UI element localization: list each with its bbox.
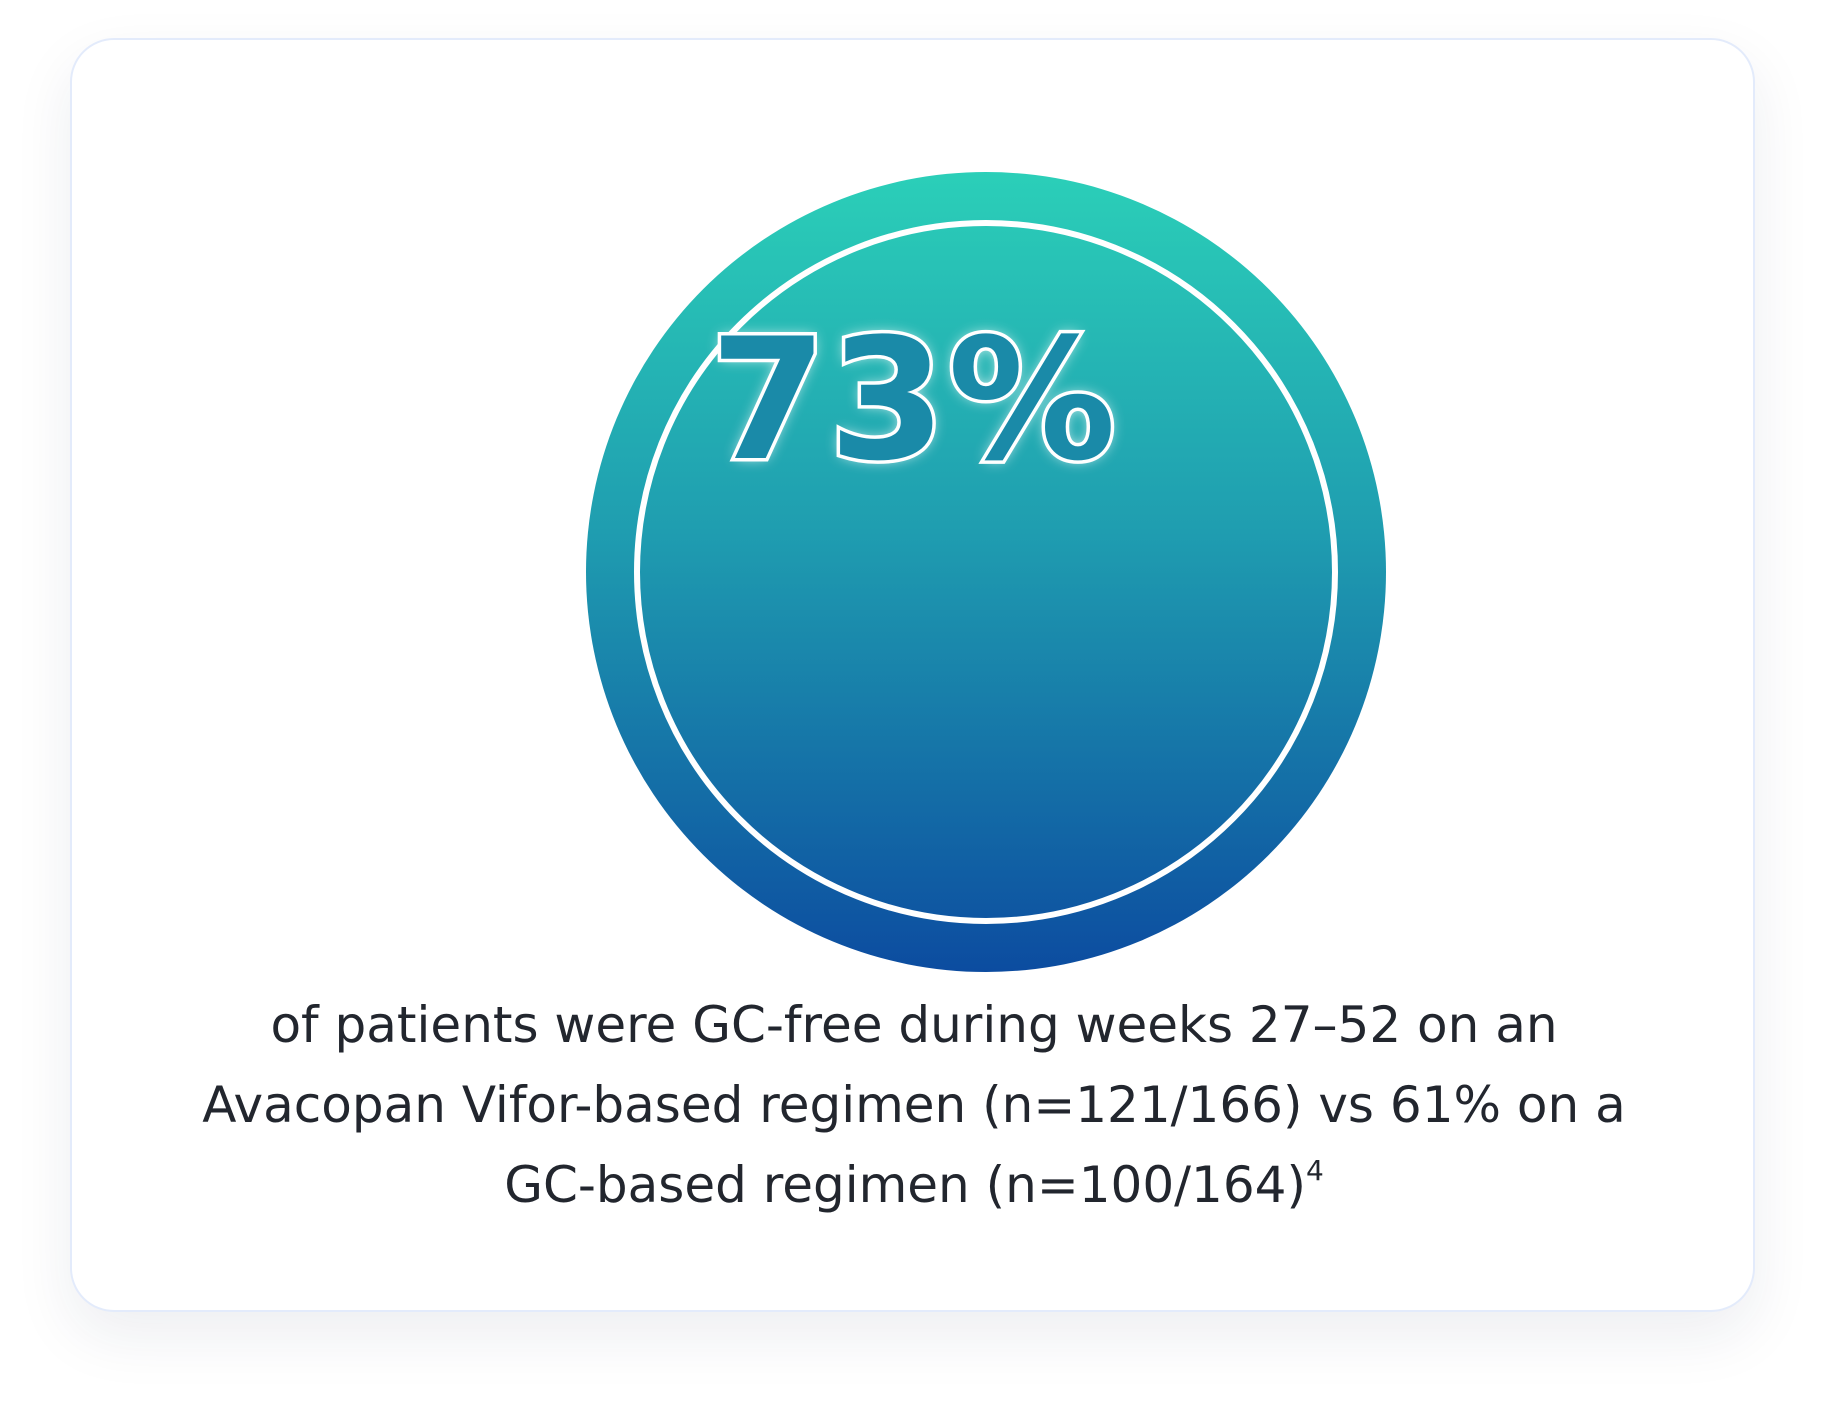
caption-line: of patients were GC-free during weeks 27… (270, 996, 1558, 1054)
circle-ring (634, 220, 1338, 924)
caption-text: GC-based regimen (n=100/164) (504, 1156, 1306, 1214)
footnote-ref: 4 (1305, 1154, 1324, 1187)
stat-circle (586, 172, 1386, 972)
caption-line: GC-based regimen (n=100/164)4 (0, 1145, 1828, 1225)
stat-value: 73% (706, 302, 1119, 498)
stat-card (70, 38, 1755, 1312)
caption-line: Avacopan Vifor-based regimen (n=121/166)… (202, 1076, 1626, 1134)
caption: of patients were GC-free during weeks 27… (0, 985, 1828, 1225)
